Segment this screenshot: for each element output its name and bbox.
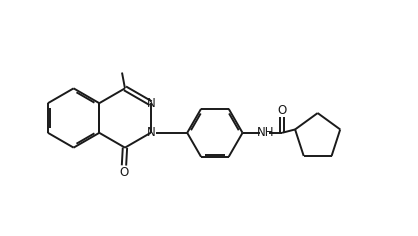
Text: N: N: [147, 126, 156, 139]
Text: N: N: [147, 97, 156, 110]
Text: O: O: [278, 104, 287, 117]
Text: O: O: [120, 166, 129, 179]
Text: NH: NH: [257, 126, 274, 139]
